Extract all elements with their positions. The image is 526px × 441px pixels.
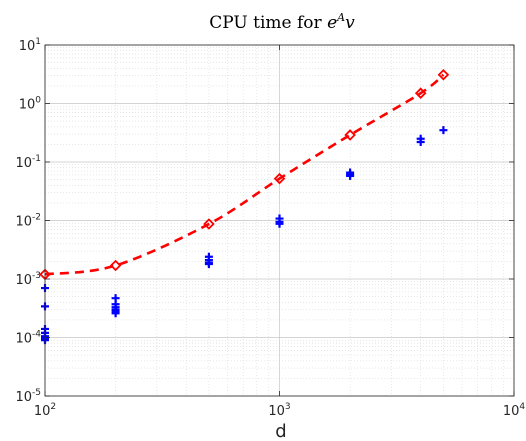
y-tick-label: 101	[19, 37, 41, 54]
data-point-diamond	[203, 218, 215, 230]
data-point-plus	[204, 260, 213, 269]
series-line	[44, 73, 445, 276]
y-tick-label: 10-3	[15, 271, 41, 288]
labels-layer: 102 103 104 10-5 10-4 10-3 10-2 10-1 100 101	[15, 37, 525, 419]
x-tick-label: 104	[503, 402, 526, 419]
data-point-plus	[111, 309, 120, 318]
data-point-plus	[275, 219, 284, 228]
y-tick-label: 10-4	[15, 330, 41, 347]
data-point-diamond	[437, 68, 450, 81]
y-tick-label: 10-2	[15, 213, 41, 230]
data-point-diamond	[109, 259, 122, 272]
data-point-plus	[346, 171, 355, 180]
data-point-diamond	[273, 172, 286, 185]
data-point-plus	[439, 126, 448, 135]
chart-title: CPU time for eAv	[209, 11, 355, 33]
data-point-plus	[416, 137, 425, 146]
x-axis-label: d	[275, 421, 286, 441]
data-point-diamond	[414, 87, 427, 99]
x-tick-label: 103	[268, 402, 290, 419]
y-tick-label: 10-5	[15, 388, 41, 405]
ticks-layer	[44, 44, 515, 397]
x-tick-label: 102	[34, 402, 56, 419]
data-point-diamond	[344, 129, 356, 141]
y-tick-label: 100	[19, 96, 42, 113]
y-tick-label: 10-1	[15, 154, 41, 171]
